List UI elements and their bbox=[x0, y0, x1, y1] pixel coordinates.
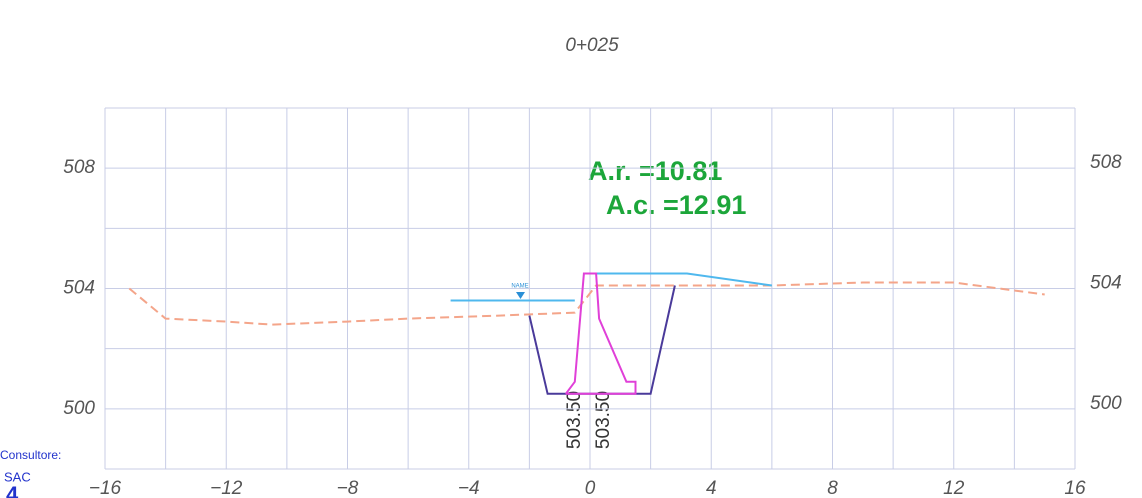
footer: SAC bbox=[4, 469, 31, 484]
x-tick-label: 0 bbox=[585, 478, 596, 498]
chart-title: 0+025 bbox=[565, 35, 619, 56]
y-tick-label: 500 bbox=[63, 398, 95, 419]
annotation: A.c. =12.91 bbox=[606, 190, 746, 220]
x-tick-label: −16 bbox=[89, 478, 122, 498]
x-tick-label: 12 bbox=[943, 478, 965, 498]
footer: Consultore: bbox=[0, 448, 61, 462]
y-tick-label: 500 bbox=[1090, 393, 1122, 414]
x-tick-label: 8 bbox=[827, 478, 838, 498]
series-line bbox=[565, 272, 637, 395]
y-tick-label: 508 bbox=[1090, 152, 1122, 173]
water-label: NAME bbox=[511, 284, 528, 290]
annotation: A.r. =10.81 bbox=[588, 156, 722, 186]
series-line bbox=[128, 281, 1045, 326]
y-tick-label: 504 bbox=[1090, 273, 1122, 294]
y-tick-label: 508 bbox=[63, 157, 95, 178]
station-label: 503.50 bbox=[593, 391, 614, 449]
footer: 4 bbox=[6, 482, 19, 498]
series-line bbox=[528, 285, 676, 395]
x-tick-label: −4 bbox=[458, 478, 480, 498]
water-symbol bbox=[516, 292, 525, 299]
x-tick-label: 4 bbox=[706, 478, 717, 498]
y-tick-label: 504 bbox=[63, 278, 95, 299]
x-tick-label: −8 bbox=[337, 478, 359, 498]
x-tick-label: 16 bbox=[1064, 478, 1086, 498]
station-label: 503.50 bbox=[564, 391, 585, 449]
series-line bbox=[450, 272, 773, 302]
x-tick-label: −12 bbox=[210, 478, 243, 498]
